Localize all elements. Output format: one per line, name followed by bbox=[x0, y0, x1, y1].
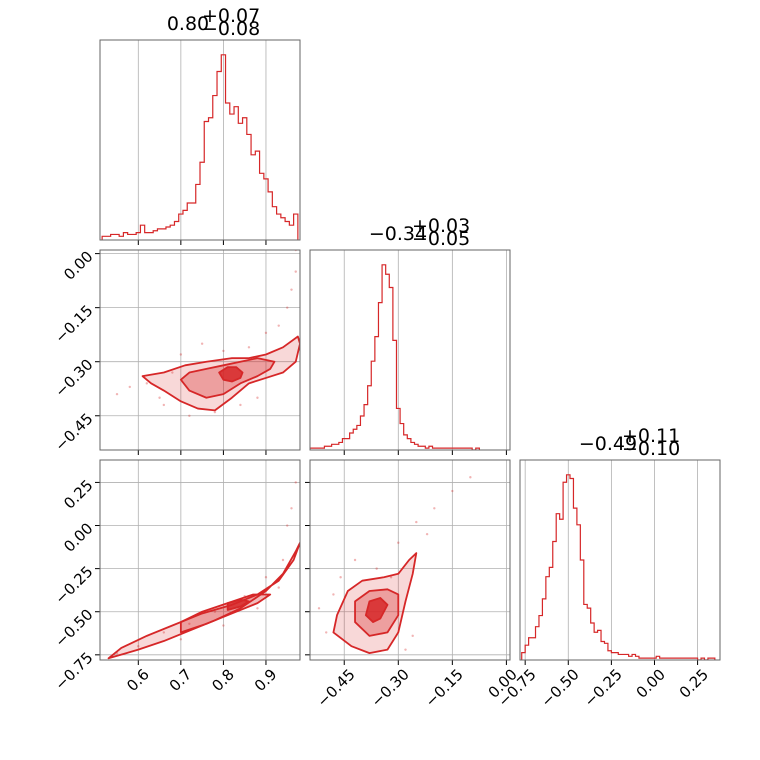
sample-point-0-2-9 bbox=[290, 507, 293, 510]
histogram-line-2 bbox=[521, 474, 716, 660]
contour-panel-0-2 bbox=[107, 481, 300, 660]
contour-level-0-2-0 bbox=[107, 541, 300, 660]
sample-point-0-2-11 bbox=[179, 638, 183, 641]
x-tick-label-0-1: 0.7 bbox=[166, 665, 196, 695]
sample-point-0-1-0 bbox=[145, 382, 149, 385]
x-tick-label-1-1: −0.30 bbox=[368, 665, 413, 710]
y-tick-label-1-3: 0.00 bbox=[60, 247, 96, 283]
sample-point-0-2-1 bbox=[137, 645, 140, 648]
sample-point-0-2-14 bbox=[277, 586, 280, 589]
x-tick-label-2-4: 0.25 bbox=[676, 665, 712, 701]
contour-level-0-2-1 bbox=[179, 593, 272, 634]
sample-point-0-1-1 bbox=[158, 396, 161, 399]
contour-frame-0-1 bbox=[99, 249, 301, 451]
sample-point-0-2-4 bbox=[213, 610, 217, 613]
sample-point-1-2-3 bbox=[353, 558, 357, 562]
sample-point-0-1-10 bbox=[286, 306, 289, 309]
sample-point-0-2-3 bbox=[188, 622, 191, 625]
sample-point-0-2-12 bbox=[222, 624, 225, 627]
sample-point-0-1-11 bbox=[290, 288, 293, 291]
sample-point-1-2-7 bbox=[433, 507, 436, 510]
contour-frame-0-2 bbox=[99, 459, 301, 661]
contour-level-0-2-2 bbox=[226, 598, 250, 611]
panel-title-plus-2: +0.11 bbox=[622, 425, 680, 447]
contour-level-0-1-2 bbox=[218, 366, 244, 383]
histogram-line-0 bbox=[101, 54, 299, 240]
sample-point-0-1-5 bbox=[213, 410, 217, 414]
sample-point-1-2-13 bbox=[389, 576, 393, 579]
histogram-frame-2 bbox=[519, 459, 721, 661]
x-tick-label-1-2: −0.15 bbox=[422, 665, 467, 710]
x-tick-label-0-0: 0.6 bbox=[123, 665, 153, 695]
contour-panel-1-2 bbox=[317, 476, 472, 655]
y-tick-label-1-1: −0.30 bbox=[51, 356, 96, 401]
sample-point-0-2-6 bbox=[264, 576, 268, 579]
sample-point-1-2-8 bbox=[451, 489, 454, 493]
x-tick-label-0-3: 0.9 bbox=[251, 665, 281, 695]
y-tick-label-2-0: −0.75 bbox=[51, 649, 96, 694]
sample-point-0-2-7 bbox=[281, 558, 285, 562]
sample-point-1-2-2 bbox=[339, 576, 342, 579]
sample-point-1-2-0 bbox=[317, 607, 321, 610]
sample-point-0-1-9 bbox=[277, 324, 280, 327]
y-tick-label-1-2: −0.15 bbox=[51, 301, 96, 346]
sample-point-1-2-1 bbox=[325, 631, 328, 634]
y-tick-label-1-0: −0.45 bbox=[51, 410, 96, 455]
y-tick-label-2-1: −0.50 bbox=[51, 606, 96, 651]
sample-point-0-1-19 bbox=[239, 403, 242, 407]
sample-point-0-1-14 bbox=[128, 385, 131, 389]
histogram-0 bbox=[101, 54, 299, 240]
contour-panel-0-1 bbox=[115, 250, 300, 417]
x-tick-label-2-2: −0.25 bbox=[581, 665, 626, 710]
panel-title-minus-2: −0.10 bbox=[622, 438, 680, 460]
panel-title-1: −0.34 bbox=[369, 223, 427, 245]
histogram-frame-1 bbox=[309, 249, 511, 451]
sample-point-0-1-16 bbox=[256, 396, 259, 399]
panel-title-minus-1: −0.05 bbox=[412, 228, 470, 250]
sample-point-1-2-4 bbox=[375, 567, 378, 570]
sample-point-0-1-7 bbox=[247, 346, 251, 349]
sample-point-0-2-13 bbox=[256, 607, 259, 610]
panel-title-0: 0.80 bbox=[167, 13, 209, 35]
y-tick-label-2-2: −0.25 bbox=[51, 562, 96, 607]
sample-point-0-2-10 bbox=[294, 481, 297, 484]
sample-point-0-1-15 bbox=[115, 392, 119, 396]
sample-point-1-2-14 bbox=[425, 532, 429, 536]
sample-point-1-2-9 bbox=[469, 476, 472, 479]
x-tick-label-2-1: −0.50 bbox=[538, 665, 583, 710]
sample-point-1-2-11 bbox=[404, 648, 407, 651]
panel-title-minus-0: −0.08 bbox=[202, 18, 260, 40]
histogram-1 bbox=[310, 264, 480, 450]
sample-point-0-1-4 bbox=[200, 342, 204, 345]
histogram-2 bbox=[521, 474, 716, 660]
sample-point-0-1-2 bbox=[171, 371, 174, 374]
sample-point-0-1-8 bbox=[264, 331, 268, 335]
sample-point-0-1-6 bbox=[222, 349, 225, 353]
sample-point-1-2-10 bbox=[411, 634, 414, 638]
y-tick-label-2-3: 0.00 bbox=[60, 519, 96, 555]
histogram-frame-0 bbox=[99, 39, 301, 241]
histogram-line-1 bbox=[310, 264, 480, 450]
panel-title-plus-0: +0.07 bbox=[202, 5, 260, 27]
sample-point-0-2-8 bbox=[286, 524, 289, 527]
sample-point-0-2-2 bbox=[162, 631, 166, 634]
x-tick-label-1-0: −0.45 bbox=[313, 665, 358, 710]
contour-frame-1-2 bbox=[309, 459, 511, 661]
x-tick-label-2-3: 0.00 bbox=[633, 665, 669, 701]
sample-point-0-1-18 bbox=[162, 403, 166, 407]
x-tick-label-0-2: 0.8 bbox=[208, 665, 238, 695]
contour-level-1-2-2 bbox=[364, 597, 389, 623]
sample-point-0-1-12 bbox=[294, 270, 297, 273]
sample-point-0-1-3 bbox=[188, 414, 191, 417]
sample-point-1-2-5 bbox=[397, 541, 400, 544]
sample-point-1-2-6 bbox=[415, 520, 418, 524]
y-tick-label-2-4: 0.25 bbox=[60, 476, 96, 512]
panel-title-2: −0.49 bbox=[579, 433, 637, 455]
sample-point-1-2-12 bbox=[332, 593, 335, 596]
sample-point-0-1-17 bbox=[179, 353, 183, 356]
panel-title-plus-1: +0.03 bbox=[412, 215, 470, 237]
